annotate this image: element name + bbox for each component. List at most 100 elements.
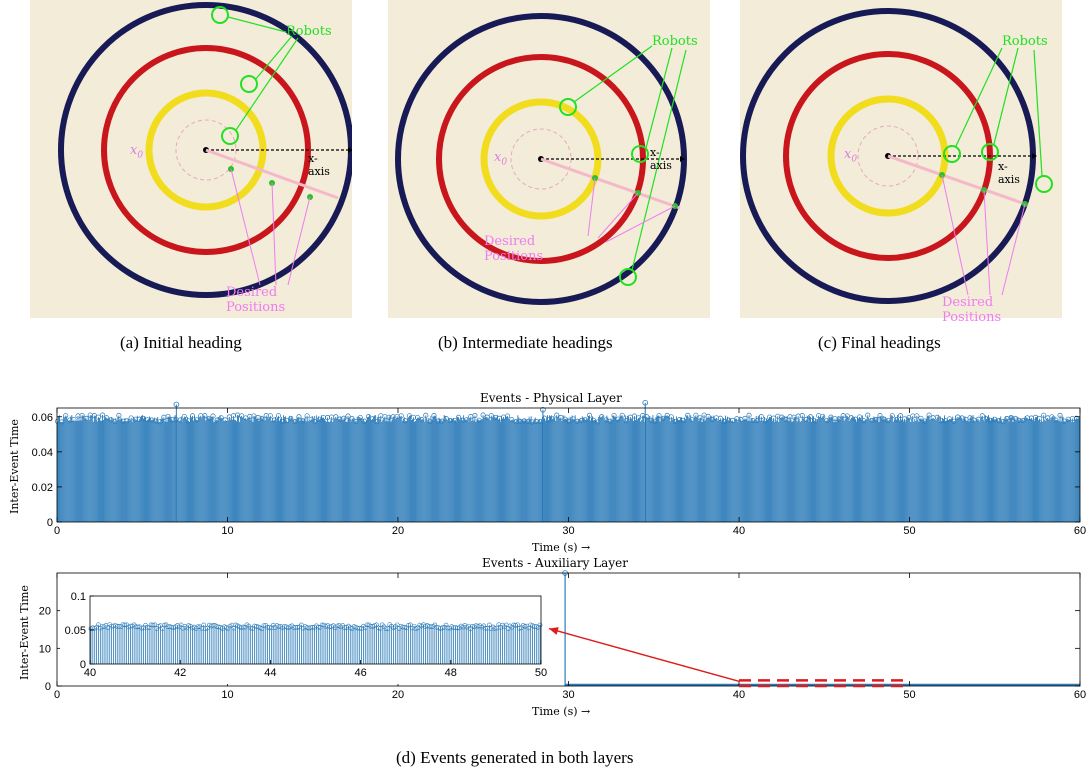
xaxis-label: x-axis [998, 160, 1020, 186]
chart1-stem-marker [947, 416, 953, 422]
chart1-stem-marker [472, 412, 478, 419]
chart1-stem-marker [918, 415, 924, 421]
chart1-ytick-label: 0 [47, 517, 53, 529]
chart1-stem-marker [509, 417, 515, 423]
inset-ytick-label: 0.1 [71, 591, 86, 603]
chart1-stem-marker [865, 412, 871, 418]
chart1-stem-marker [206, 415, 212, 422]
chart1-stem-marker [259, 416, 265, 422]
x0-label: x0 [494, 150, 507, 168]
chart1-ytick-label: 0.04 [32, 447, 53, 459]
chart1-stem-marker [365, 414, 372, 420]
chart1-stem-marker [79, 412, 85, 419]
chart1-stem-marker [693, 412, 699, 418]
chart1-stem-marker [415, 415, 421, 421]
chart1-stem-marker [554, 412, 560, 418]
chart1-stem-marker [582, 417, 588, 423]
chart1-stem-marker [717, 415, 723, 421]
zoom-arrow-line [548, 627, 740, 683]
inset-stem-marker [248, 625, 253, 631]
inset-stem-marker [351, 624, 357, 629]
chart1-stem-marker [345, 413, 351, 419]
chart1-stem-marker [222, 417, 228, 423]
chart1-stem-marker [856, 414, 863, 420]
desired-positions-label: Desired Positions [226, 285, 286, 315]
chart1-stem-marker [177, 417, 183, 423]
chart1-stem-marker [656, 413, 662, 419]
chart1-stem-marker [239, 413, 245, 419]
inset-stem-marker [201, 622, 206, 628]
chart1-stem-marker [562, 416, 568, 422]
chart1-stem-marker [455, 414, 462, 420]
chart1-stem-marker [820, 413, 826, 419]
chart1-stem-marker [746, 412, 752, 418]
chart1-stem-marker [836, 416, 842, 422]
chart1-stem-marker [979, 413, 985, 419]
inset-stem-marker [254, 623, 259, 629]
chart1-stem-marker [611, 412, 617, 419]
chart1-stem-marker [304, 413, 310, 419]
chart2-xtick-label: 60 [1074, 689, 1086, 701]
chart1-stem-marker [357, 415, 363, 421]
chart1-stem-marker [271, 417, 277, 423]
chart1-stem-marker [799, 413, 805, 419]
x0-sub: 0 [851, 154, 858, 165]
chart1-peak-marker [642, 399, 649, 406]
inset-stem-marker [195, 624, 201, 629]
chart1-stem-marker [975, 416, 981, 422]
chart1-stem-marker [906, 415, 912, 421]
chart1-stem-marker [480, 412, 486, 418]
chart1-stem-marker [844, 413, 850, 419]
chart1-stem-marker [218, 415, 224, 421]
inset-stem-marker [152, 622, 158, 628]
chart1-stem-marker [877, 413, 883, 419]
x0-text: x [844, 147, 852, 162]
inset-xtick-label: 48 [445, 667, 457, 679]
xaxis-label: x-axis [308, 152, 330, 178]
inset-stem-marker [487, 622, 492, 628]
chart1-stem-marker [296, 414, 302, 420]
chart1-stem-marker [934, 414, 940, 420]
inset-stem-marker [216, 624, 222, 630]
chart1-stem-marker [697, 415, 703, 421]
chart1-stem-marker [897, 413, 904, 419]
chart2-ytick-label: 0 [45, 681, 51, 693]
chart1-ytick-label: 0.02 [32, 482, 53, 494]
chart2-xtick-label: 50 [903, 689, 915, 701]
chart1-stem-marker [116, 412, 122, 418]
panel-b: Robots x-axis x0 Desired Positions [388, 0, 710, 318]
chart1-peak-marker [540, 406, 546, 413]
chart1-stem-marker [104, 415, 110, 421]
chart1-stem-marker [181, 413, 187, 420]
chart1-peak-marker [173, 401, 180, 408]
inset-stem-marker [483, 625, 488, 631]
chart1-xtick-label: 20 [392, 525, 404, 537]
chart1-stem-marker [267, 413, 273, 419]
chart2-xtick-label: 0 [54, 689, 60, 701]
chart1-stem-marker [914, 413, 920, 419]
inset-stem-marker [267, 625, 272, 630]
inset-stem-marker [357, 625, 362, 631]
chart1-stem-marker [1073, 415, 1079, 421]
chart1-xtick-label: 10 [221, 525, 233, 537]
chart1-stem-marker [288, 415, 294, 422]
chart1-stem-marker [771, 415, 777, 421]
x0-label: x0 [130, 143, 143, 161]
chart1-stem-marker [807, 414, 813, 420]
inset-stem-marker [319, 622, 325, 628]
chart1-stem-marker [758, 414, 764, 420]
chart1-stem-marker [644, 414, 650, 420]
chart1-stem-marker [431, 413, 437, 419]
inset-xtick-label: 46 [354, 667, 366, 679]
chart1-stem-marker [803, 416, 809, 422]
caption-b: (b) Intermediate headings [438, 333, 613, 352]
chart1-stem-marker [464, 417, 470, 423]
chart1-stems [54, 399, 1080, 522]
x0-sub: 0 [137, 150, 144, 161]
chart1-xtick-label: 0 [54, 525, 60, 537]
chart1-stem-marker [275, 413, 282, 419]
chart1-stem-marker [783, 417, 789, 423]
inset-xtick-label: 40 [84, 667, 96, 679]
inset-ytick-label: 0 [80, 659, 86, 671]
chart1-ytick-label: 0.06 [32, 412, 53, 424]
